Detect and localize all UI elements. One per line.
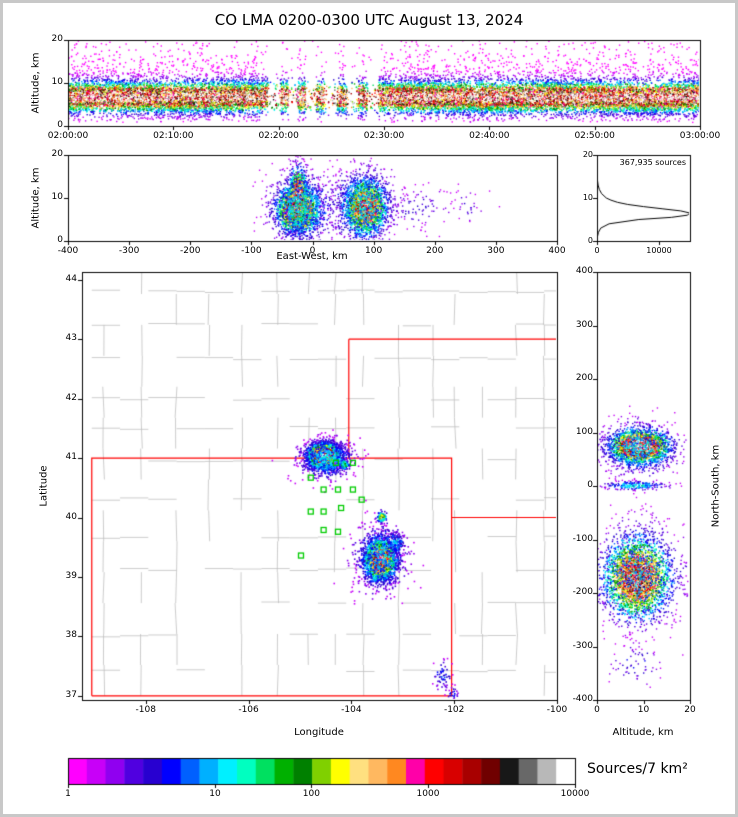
map-ylabel: Latitude [38, 465, 50, 507]
ns-panel-ylabel: North-South, km [710, 444, 722, 528]
ns-panel-xlabel: Altitude, km [612, 727, 674, 738]
colorbar-label: Sources/7 km² [587, 761, 688, 777]
map-xlabel: Longitude [294, 727, 344, 738]
ew-panel-ylabel: Altitude, km [30, 167, 42, 229]
sources-count: 367,935 sources [619, 158, 686, 167]
time-panel-ylabel: Altitude, km [30, 52, 42, 114]
ew-panel-xlabel: East-West, km [276, 251, 348, 262]
page-title: CO LMA 0200-0300 UTC August 13, 2024 [214, 11, 524, 29]
